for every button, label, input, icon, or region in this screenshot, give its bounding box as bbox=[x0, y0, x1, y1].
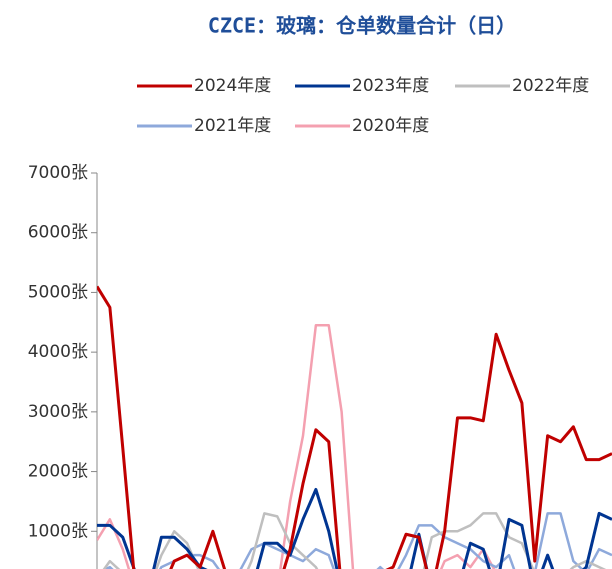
y-tick-label: 5000张 bbox=[28, 282, 88, 302]
legend-label: 2024年度 bbox=[194, 76, 271, 96]
plot-area bbox=[97, 285, 612, 569]
series-line bbox=[97, 285, 612, 569]
y-tick-label: 6000张 bbox=[28, 223, 88, 243]
y-tick-label: 2000张 bbox=[28, 462, 88, 482]
legend-label: 2023年度 bbox=[352, 76, 429, 96]
legend-label: 2021年度 bbox=[194, 116, 271, 136]
y-tick-label: 7000张 bbox=[28, 163, 88, 183]
legend-label: 2020年度 bbox=[352, 116, 429, 136]
legend-label: 2022年度 bbox=[512, 76, 589, 96]
y-tick-label: 4000张 bbox=[28, 342, 88, 362]
chart-title: CZCE：玻璃：仓单数量合计（日） bbox=[208, 14, 516, 38]
y-tick-label: 1000张 bbox=[28, 521, 88, 541]
y-tick-label: 3000张 bbox=[28, 402, 88, 422]
series-line bbox=[97, 487, 612, 569]
